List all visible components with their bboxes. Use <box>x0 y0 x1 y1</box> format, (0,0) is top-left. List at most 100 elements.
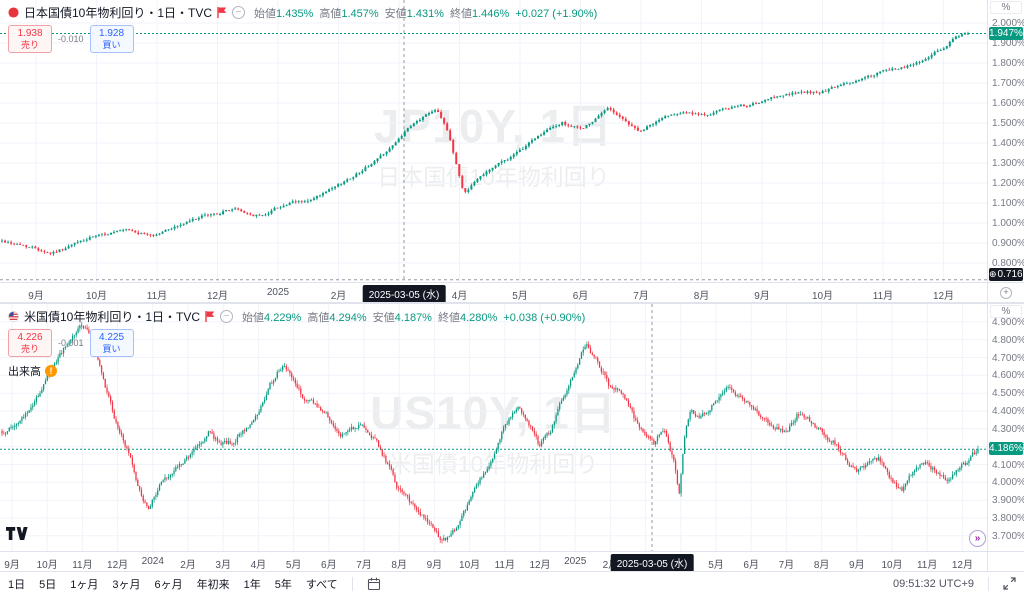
range-button-6ヶ月[interactable]: 6ヶ月 <box>154 578 183 591</box>
calendar-icon[interactable] <box>367 577 381 591</box>
crosshair-date-badge: 2025-03-05 (水) <box>610 554 694 571</box>
x-axis-tick-label: 6月 <box>572 291 589 302</box>
last-price-badge: 1.947% <box>989 26 1023 40</box>
jp10y-legend: 日本国債10年物利回り・1日・TVC − 始値1.435% 高値1.457% 安値1… <box>8 4 597 53</box>
x-axis-tick-label: 2024 <box>141 556 164 567</box>
collapse-legend-icon[interactable]: − <box>220 310 234 323</box>
jp10y-time-axis[interactable]: 9月10月11月12月20252月3月4月5月6月7月8月9月10月11月12月… <box>0 282 987 302</box>
x-axis-tick-label: 12月 <box>529 560 551 571</box>
y-axis-tick-label: 1.400% <box>992 138 1024 149</box>
symbol-title[interactable]: 米国債10年物利回り・1日・TVC <box>24 310 201 324</box>
x-axis-tick-label: 2025 <box>564 556 587 567</box>
flag-icon[interactable] <box>217 7 227 18</box>
y-axis-tick-label: 4.300% <box>992 423 1024 435</box>
tradingview-logo[interactable] <box>6 527 28 545</box>
range-button-5年[interactable]: 5年 <box>274 578 292 591</box>
range-button-1日[interactable]: 1日 <box>8 578 26 591</box>
x-axis-tick-label: 8月 <box>813 560 830 571</box>
range-selector: 1日 5日 1ヶ月 3ヶ月 6ヶ月 年初来 1年 5年 すべて <box>8 576 338 592</box>
crosshair-price-badge: ⊕0.716% <box>989 268 1024 281</box>
y-axis-tick-label: 4.100% <box>992 459 1024 471</box>
us10y-candlestick-plot[interactable] <box>0 304 987 551</box>
x-axis-tick-label: 5月 <box>708 560 724 571</box>
x-axis-tick-label: 11月 <box>146 291 168 302</box>
x-axis-tick-label: 9月 <box>4 560 20 571</box>
divider <box>988 576 989 591</box>
x-axis-tick-label: 7月 <box>778 560 795 571</box>
y-axis-tick-label: 0.800% <box>992 258 1024 269</box>
ohlc-readout: 始値4.229% 高値4.294% 安値4.187% 終値4.280% +0.038 (… <box>242 311 586 324</box>
sell-button[interactable]: 4.226 売り <box>8 329 52 357</box>
jp10y-price-axis[interactable]: % 2.000% 1.900% 1.800% 1.700% 1.600% 1.500% 1.… <box>987 0 1024 282</box>
x-axis-tick-label: 11月 <box>72 560 93 571</box>
y-axis-tick-label: 4.500% <box>992 388 1024 400</box>
x-axis-tick-label: 12月 <box>951 560 973 571</box>
y-axis-tick-label: 2.000% <box>992 18 1024 29</box>
x-axis-tick-label: 11月 <box>916 560 938 571</box>
fullscreen-arrows-icon[interactable] <box>1003 577 1016 590</box>
x-axis-tick-label: 7月 <box>633 291 649 302</box>
x-axis-tick-label: 3月 <box>215 560 231 571</box>
y-axis-tick-label: 4.700% <box>992 352 1024 364</box>
circle-plus-icon: ⊕ <box>989 269 997 279</box>
timezone-clock[interactable]: 09:51:32 UTC+9 <box>892 577 974 590</box>
x-axis-tick-label: 2月 <box>603 556 619 571</box>
last-price-badge: 4.186% <box>989 442 1023 456</box>
range-button-5日[interactable]: 5日 <box>39 578 57 591</box>
symbol-title[interactable]: 日本国債10年物利回り・1日・TVC <box>24 6 213 20</box>
us10y-legend: 米国債10年物利回り・1日・TVC − 始値4.229% 高値4.294% 安値4.… <box>8 308 585 379</box>
divider <box>351 576 353 591</box>
x-axis-tick-label: 6月 <box>743 560 759 571</box>
candlestick-series <box>1 322 979 544</box>
range-button-1ヶ月[interactable]: 1ヶ月 <box>70 578 99 591</box>
japan-flag-icon <box>8 7 19 18</box>
range-button-1年[interactable]: 1年 <box>243 578 261 591</box>
x-axis-tick-label: 8月 <box>693 291 710 302</box>
us10y-chart-panel: US10Y, 1日 米国債10年物利回り 米国債10 <box>0 302 1024 571</box>
x-axis-tick-label: 9月 <box>28 291 44 302</box>
y-axis-tick-label: 3.900% <box>992 495 1024 507</box>
ohlc-readout: 始値1.435% 高値1.457% 安値1.431% 終値1.446% +0.027 (… <box>254 7 598 20</box>
y-axis-tick-label: 4.400% <box>992 406 1024 417</box>
go-to-realtime-button[interactable]: » <box>969 530 986 547</box>
candlestick-series <box>1 31 969 256</box>
buy-button[interactable]: 4.225 買い <box>89 329 134 357</box>
x-axis-tick-label: 7月 <box>356 560 372 571</box>
change-value: +0.038 (+0.90%) <box>503 311 586 324</box>
x-axis-tick-label: 10月 <box>881 560 903 571</box>
flag-icon[interactable] <box>205 311 215 322</box>
axis-unit: % <box>990 1 1022 14</box>
x-axis-tick-label: 12月 <box>932 291 955 302</box>
x-axis-tick-label: 8月 <box>391 560 407 571</box>
x-axis-tick-label: 10月 <box>85 291 108 302</box>
sell-button[interactable]: 1.938 売り <box>8 25 52 53</box>
us10y-axis-corner <box>987 551 1024 571</box>
volume-warning-icon[interactable]: ! <box>45 364 57 377</box>
y-axis-tick-label: 3.700% <box>992 530 1024 542</box>
buy-button[interactable]: 1.928 買い <box>89 25 134 53</box>
y-axis-tick-label: 1.100% <box>992 198 1024 209</box>
change-value: +0.027 (+1.90%) <box>515 7 598 20</box>
y-axis-tick-label: 4.000% <box>992 477 1024 489</box>
y-axis-tick-label: 1.300% <box>992 158 1024 169</box>
spread-value: -0.010 <box>58 33 84 44</box>
collapse-legend-icon[interactable]: − <box>232 6 246 19</box>
y-axis-tick-label: 1.000% <box>992 218 1024 229</box>
x-axis-tick-label: 10月 <box>36 560 58 571</box>
range-button-年初来[interactable]: 年初来 <box>196 578 230 591</box>
x-axis-tick-label: 6月 <box>321 560 337 571</box>
y-axis-tick-label: 4.800% <box>992 334 1024 346</box>
jp10y-candlestick-plot[interactable] <box>0 0 987 282</box>
y-axis-tick-label: 3.800% <box>992 513 1024 524</box>
grid <box>0 304 987 551</box>
x-axis-tick-label: 2月 <box>180 560 196 571</box>
us10y-time-axis[interactable]: 9月 10月 11月 12月 2024 2月 3月 4月 5月 6月 7月 8月 9月 10月 11月 12月… <box>0 551 987 571</box>
us10y-price-axis[interactable]: % 4.900% 4.800% 4.700% 4.600% 4.500% 4.400% 4.… <box>987 304 1024 551</box>
axis-settings-icon[interactable]: + <box>1000 286 1012 299</box>
jp10y-chart-panel: JP10Y, 1日 日本国債10年物利回り 日本国債10年物利回り・1日・TVC… <box>0 0 1024 302</box>
range-button-すべて[interactable]: すべて <box>305 578 338 591</box>
us-flag-icon <box>8 311 19 322</box>
range-button-3ヶ月[interactable]: 3ヶ月 <box>112 578 141 591</box>
x-axis-tick-label: 4月 <box>250 560 267 571</box>
